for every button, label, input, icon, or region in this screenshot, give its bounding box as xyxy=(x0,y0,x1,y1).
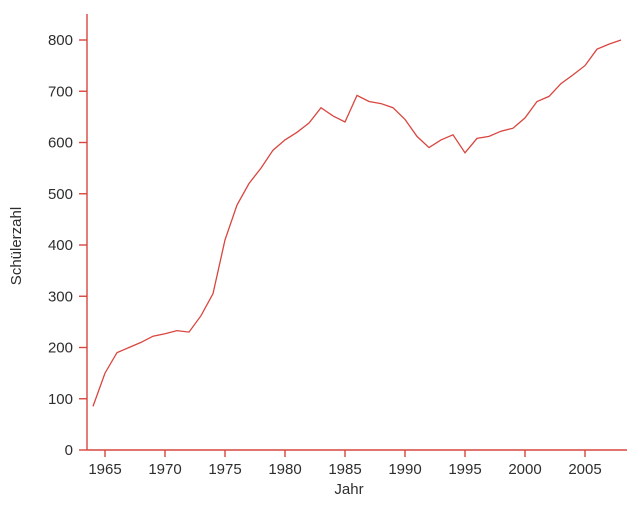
y-tick-label: 300 xyxy=(48,288,73,305)
x-tick-label: 1985 xyxy=(328,461,361,478)
x-tick-label: 1995 xyxy=(448,461,481,478)
y-tick-label: 100 xyxy=(48,391,73,408)
x-axis-ticks: 1965 1970 1975 1980 1985 1990 1995 2000 2005 xyxy=(88,450,602,478)
x-tick-label: 1975 xyxy=(208,461,241,478)
y-tick-label: 500 xyxy=(48,186,73,203)
x-tick-label: 1970 xyxy=(148,461,181,478)
y-tick-label: 600 xyxy=(48,135,73,152)
x-tick-label: 1980 xyxy=(268,461,301,478)
y-axis-ticks: 0 100 200 300 400 500 600 700 800 xyxy=(48,32,87,459)
data-line xyxy=(92,39,622,407)
x-tick-label: 1990 xyxy=(388,461,421,478)
x-axis-title: Jahr xyxy=(334,481,363,498)
x-tick-label: 1965 xyxy=(88,461,121,478)
y-tick-label: 800 xyxy=(48,32,73,49)
y-tick-label: 700 xyxy=(48,83,73,100)
y-tick-label: 400 xyxy=(48,237,73,254)
x-tick-label: 2000 xyxy=(508,461,541,478)
x-tick-label: 2005 xyxy=(568,461,601,478)
y-tick-label: 200 xyxy=(48,340,73,357)
y-axis-title: Schülerzahl xyxy=(8,207,25,285)
y-tick-label: 0 xyxy=(65,442,73,459)
